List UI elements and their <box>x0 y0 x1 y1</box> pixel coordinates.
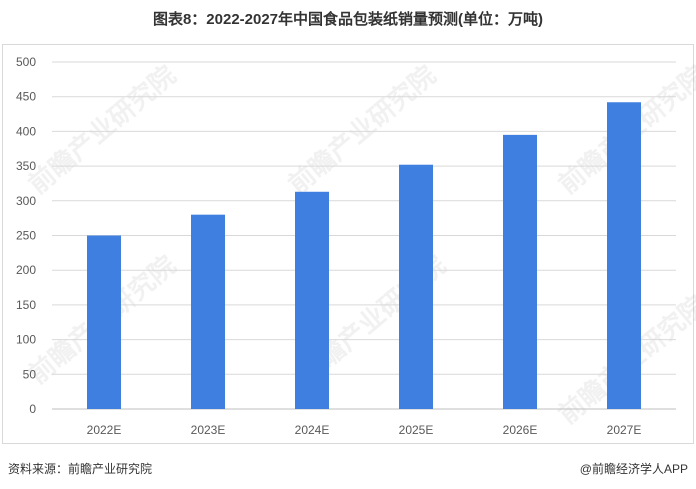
y-tick-label: 400 <box>16 124 36 138</box>
y-tick-label: 350 <box>16 159 36 173</box>
chart-title: 图表8：2022-2027年中国食品包装纸销量预测(单位：万吨) <box>152 11 544 28</box>
y-tick-label: 500 <box>16 55 36 69</box>
x-tick-label: 2025E <box>399 423 434 437</box>
bar <box>503 134 537 409</box>
brand-note: @前瞻经济学人APP <box>579 462 688 476</box>
y-tick-label: 200 <box>16 263 36 277</box>
y-tick-label: 0 <box>29 402 36 416</box>
y-tick-label: 100 <box>16 333 36 347</box>
x-tick-label: 2023E <box>191 423 226 437</box>
bar <box>87 235 121 409</box>
y-tick-label: 300 <box>16 194 36 208</box>
source-note: 资料来源：前瞻产业研究院 <box>8 462 153 476</box>
x-tick-label: 2022E <box>87 423 122 437</box>
y-tick-label: 450 <box>16 90 36 104</box>
x-tick-label: 2024E <box>295 423 330 437</box>
chart-frame <box>2 44 694 444</box>
bar <box>399 164 433 409</box>
y-tick-label: 50 <box>23 367 37 381</box>
bar <box>191 214 225 409</box>
bar <box>295 191 329 409</box>
y-tick-label: 150 <box>16 298 36 312</box>
bar <box>607 102 641 409</box>
x-tick-label: 2027E <box>607 423 642 437</box>
y-tick-label: 250 <box>16 229 36 243</box>
x-tick-label: 2026E <box>503 423 538 437</box>
